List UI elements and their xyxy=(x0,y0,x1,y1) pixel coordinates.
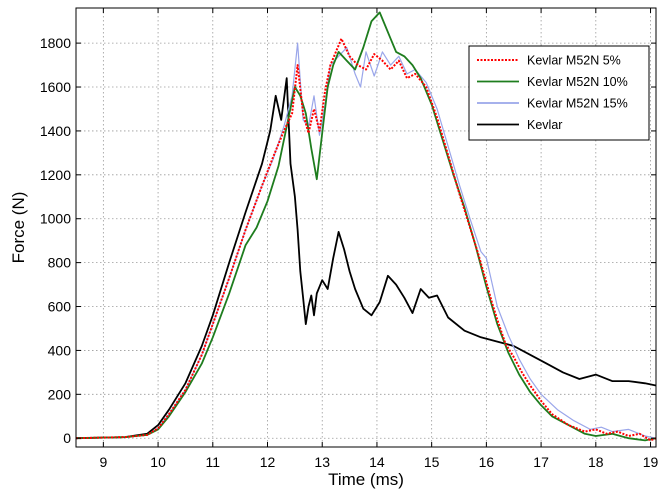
x-tick-label: 16 xyxy=(479,454,495,470)
y-tick-labels: 0 200 400 600 800 1000 1200 1400 1600 1800 xyxy=(40,35,71,446)
x-tick-label: 15 xyxy=(424,454,440,470)
y-tick-label: 400 xyxy=(48,342,72,358)
y-tick-label: 600 xyxy=(48,299,72,315)
y-tick-label: 1800 xyxy=(40,35,71,51)
y-tick-label: 200 xyxy=(48,386,72,402)
x-tick-label: 17 xyxy=(533,454,549,470)
series-layer xyxy=(76,11,656,442)
series-line-0 xyxy=(76,37,656,442)
y-axis-label: Force (N) xyxy=(9,192,28,264)
y-tick-label: 0 xyxy=(63,430,71,446)
x-tick-label: 13 xyxy=(314,454,330,470)
x-tick-label: 18 xyxy=(588,454,604,470)
legend-entry-3: Kevlar xyxy=(527,118,562,132)
plot-frame xyxy=(75,7,657,448)
x-tick-label: 10 xyxy=(150,454,166,470)
series-line-3 xyxy=(76,77,656,440)
y-tick-label: 1400 xyxy=(40,123,71,139)
y-tick-label: 1600 xyxy=(40,79,71,95)
x-tick-labels: 9 10 11 12 13 14 15 16 17 18 19 xyxy=(99,454,658,470)
x-tick-label: 12 xyxy=(260,454,276,470)
ticks xyxy=(76,8,656,447)
legend-entry-0: Kevlar M52N 5% xyxy=(527,54,621,68)
legend: Kevlar M52N 5% Kevlar M52N 10% Kevlar M52N… xyxy=(468,45,650,141)
legend-entry-2: Kevlar M52N 15% xyxy=(527,97,628,111)
x-axis-label: Time (ms) xyxy=(328,470,404,489)
series-line-1 xyxy=(76,11,656,442)
y-tick-label: 800 xyxy=(48,255,72,271)
x-tick-label: 19 xyxy=(643,454,659,470)
y-tick-label: 1200 xyxy=(40,167,71,183)
x-tick-label: 11 xyxy=(206,454,221,470)
x-tick-label: 9 xyxy=(99,454,107,470)
x-tick-label: 14 xyxy=(369,454,385,470)
y-tick-label: 1000 xyxy=(40,211,71,227)
legend-entry-1: Kevlar M52N 10% xyxy=(527,75,628,89)
